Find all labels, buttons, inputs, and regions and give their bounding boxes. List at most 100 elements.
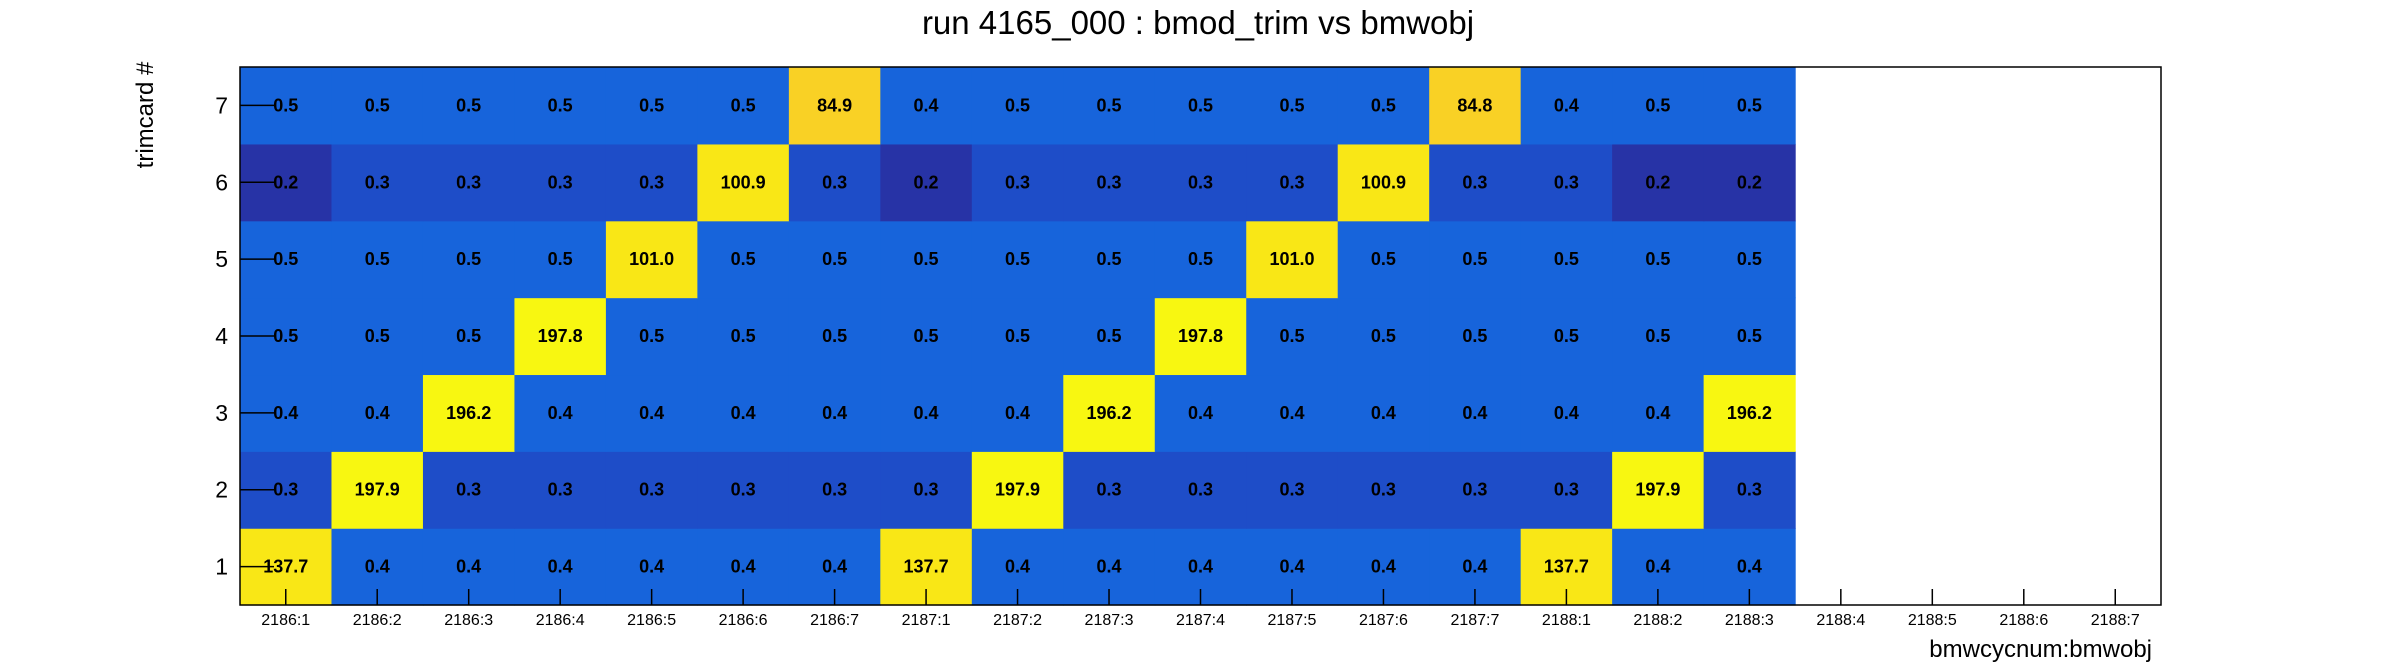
heatmap-cell <box>1246 451 1339 529</box>
heatmap-cell <box>605 220 698 299</box>
heatmap-cell <box>514 220 607 299</box>
heatmap-cell <box>1246 374 1339 452</box>
heatmap-cell <box>331 374 424 452</box>
cell-value-label: 0.5 <box>731 326 756 346</box>
cell-value-label: 0.5 <box>273 326 298 346</box>
heatmap-cell <box>788 451 881 529</box>
heatmap-cell <box>697 67 790 145</box>
cell-value-label: 0.3 <box>1554 480 1579 500</box>
cell-value-label: 0.4 <box>1554 95 1579 115</box>
heatmap-cell <box>1337 67 1430 145</box>
x-tick-label: 2187:4 <box>1176 612 1225 629</box>
x-tick-label: 2186:1 <box>261 612 310 629</box>
heatmap-cell <box>422 374 516 452</box>
heatmap-cell <box>697 220 790 299</box>
cell-value-label: 0.5 <box>731 249 756 269</box>
cell-value-label: 100.9 <box>1361 172 1406 192</box>
cell-value-label: 0.4 <box>1188 403 1213 423</box>
cell-value-label: 196.2 <box>1086 403 1131 423</box>
cell-value-label: 0.4 <box>1462 557 1487 577</box>
heatmap-cell <box>1154 220 1247 299</box>
cell-value-label: 0.5 <box>1554 249 1579 269</box>
cell-value-label: 0.5 <box>1554 326 1579 346</box>
cell-value-label: 0.5 <box>1097 249 1122 269</box>
cell-value-label: 0.5 <box>1462 326 1487 346</box>
cell-value-label: 0.5 <box>1371 249 1396 269</box>
heatmap-cell <box>1612 143 1705 222</box>
heatmap-cell <box>880 451 973 529</box>
cell-value-label: 0.5 <box>548 249 573 269</box>
cell-value-label: 0.3 <box>1005 172 1030 192</box>
cell-value-label: 0.3 <box>914 480 939 500</box>
cell-value-label: 0.4 <box>365 557 390 577</box>
heatmap-cell <box>1246 143 1339 222</box>
cell-value-label: 0.5 <box>1737 326 1762 346</box>
x-tick-label: 2188:2 <box>1633 612 1682 629</box>
cell-value-label: 84.9 <box>817 95 852 115</box>
heatmap-cell <box>422 297 516 376</box>
x-tick-label: 2186:3 <box>444 612 493 629</box>
heatmap-cell <box>1520 67 1613 145</box>
x-tick-label: 2186:4 <box>536 612 585 629</box>
cell-value-label: 0.4 <box>1554 403 1579 423</box>
cell-value-label: 0.4 <box>1462 403 1487 423</box>
cell-value-label: 0.4 <box>1005 557 1030 577</box>
heatmap-cell <box>697 143 790 222</box>
cell-value-label: 0.4 <box>822 557 847 577</box>
cell-value-label: 0.5 <box>914 326 939 346</box>
x-tick-label: 2188:4 <box>1816 612 1865 629</box>
heatmap-cell <box>1246 297 1339 376</box>
heatmap-cell <box>880 143 973 222</box>
cell-value-label: 0.4 <box>1188 557 1213 577</box>
heatmap-cell <box>331 67 424 145</box>
cell-value-label: 0.5 <box>273 249 298 269</box>
cell-value-label: 196.2 <box>1727 403 1772 423</box>
cell-value-label: 0.3 <box>639 480 664 500</box>
cell-value-label: 0.4 <box>1737 557 1762 577</box>
heatmap-cell <box>971 143 1064 222</box>
heatmap-cell <box>1520 374 1613 452</box>
heatmap-cell <box>1703 297 1796 376</box>
heatmap-cell <box>1612 220 1705 299</box>
heatmap-cell <box>971 67 1064 145</box>
cell-value-label: 0.3 <box>1737 480 1762 500</box>
x-tick-label: 2187:2 <box>993 612 1042 629</box>
cell-value-label: 0.5 <box>1371 326 1396 346</box>
cell-value-label: 0.5 <box>456 326 481 346</box>
cell-value-label: 0.4 <box>1005 403 1030 423</box>
heatmap-cell <box>1520 297 1613 376</box>
heatmap-cell <box>331 451 424 529</box>
cell-value-label: 0.3 <box>1279 172 1304 192</box>
cell-value-label: 0.5 <box>731 95 756 115</box>
cell-value-label: 0.3 <box>548 480 573 500</box>
heatmap-cell <box>1612 297 1705 376</box>
x-tick-label: 2188:5 <box>1908 612 1957 629</box>
heatmap-cell <box>1520 220 1613 299</box>
y-tick-label: 7 <box>215 92 228 118</box>
heatmap-cell <box>1063 67 1156 145</box>
cell-value-label: 0.5 <box>273 95 298 115</box>
heatmap-cell <box>788 67 881 145</box>
cell-value-label: 84.8 <box>1457 95 1492 115</box>
heatmap-cell <box>1703 143 1796 222</box>
cell-value-label: 0.4 <box>822 403 847 423</box>
cell-value-label: 197.8 <box>1178 326 1223 346</box>
heatmap-cell <box>1337 143 1430 222</box>
heatmap-cell <box>422 451 516 529</box>
heatmap-cell <box>1429 451 1522 529</box>
heatmap-cell <box>1337 374 1430 452</box>
cell-value-label: 0.5 <box>639 326 664 346</box>
cell-value-label: 0.4 <box>1645 403 1670 423</box>
cell-value-label: 0.3 <box>1279 480 1304 500</box>
heatmap-cell <box>331 220 424 299</box>
heatmap-cell-labels: 137.7 0.4 0.4 0.4 0.4 0.4 0.4 137.7 0.4 0.4 0.4 0.4… <box>263 95 1772 576</box>
heatmap-cell <box>514 374 607 452</box>
cell-value-label: 100.9 <box>721 172 766 192</box>
cell-value-label: 0.5 <box>639 95 664 115</box>
cell-value-label: 0.4 <box>914 95 939 115</box>
heatmap-cell <box>514 143 607 222</box>
x-tick-label: 2187:1 <box>902 612 951 629</box>
cell-value-label: 0.4 <box>639 403 664 423</box>
cell-value-label: 0.3 <box>1462 480 1487 500</box>
